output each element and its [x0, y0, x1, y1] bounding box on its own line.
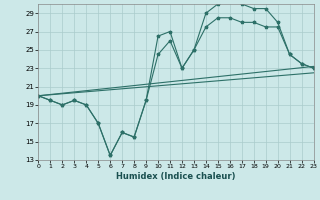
- X-axis label: Humidex (Indice chaleur): Humidex (Indice chaleur): [116, 172, 236, 181]
